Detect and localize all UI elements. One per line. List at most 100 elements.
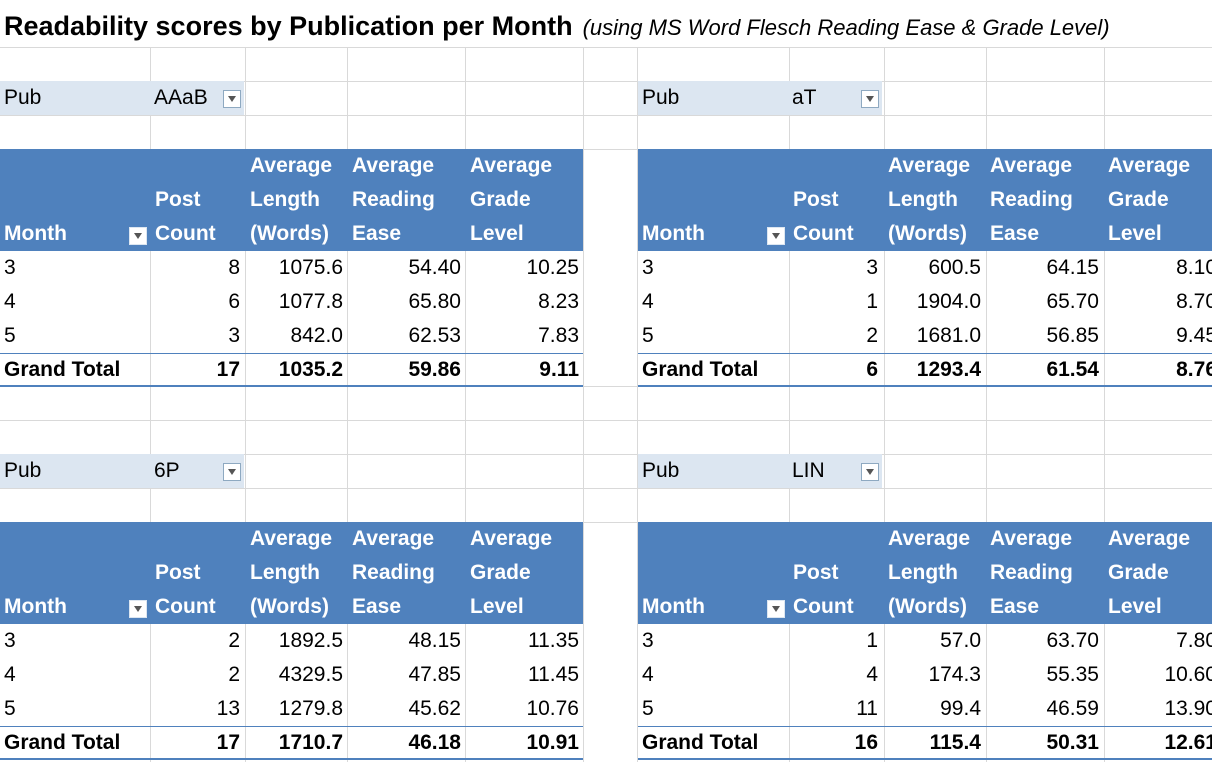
count-header-line1: Post <box>793 561 839 584</box>
pivot-header: Month Post Count Average Length (Words) … <box>638 522 1212 624</box>
grand-total-label: Grand Total <box>4 358 121 381</box>
month-cell: 3 <box>4 256 16 279</box>
avg-length-cell: 1075.6 <box>278 256 343 279</box>
table-row[interactable]: 5 13 1279.8 45.62 10.76 <box>0 692 583 726</box>
ease-header-line3: Ease <box>352 222 402 245</box>
table-row[interactable]: 5 11 99.4 46.59 13.90 <box>638 692 1212 726</box>
pivot-table[interactable]: Pub AAaB Month Post Count Average Length… <box>0 81 583 387</box>
ease-header-line1: Average <box>990 154 1073 177</box>
avg-reading-ease-cell: 48.15 <box>408 629 461 652</box>
filter-value[interactable]: 6P <box>154 459 180 482</box>
table-row[interactable]: 5 2 1681.0 56.85 9.45 <box>638 319 1212 353</box>
avg-reading-ease-cell: 45.62 <box>408 697 461 720</box>
table-row[interactable]: 4 2 4329.5 47.85 11.45 <box>0 658 583 692</box>
month-cell: 5 <box>4 697 16 720</box>
total-avg-reading-ease: 59.86 <box>408 358 461 381</box>
filter-value[interactable]: AAaB <box>154 86 208 109</box>
pivot-table[interactable]: Pub 6P Month Post Count Average Length (… <box>0 454 583 760</box>
avg-length-cell: 4329.5 <box>278 663 343 686</box>
report-filter[interactable]: Pub aT <box>638 81 882 115</box>
length-header-line1: Average <box>250 527 333 550</box>
month-filter-dropdown-icon[interactable] <box>129 600 147 618</box>
filter-dropdown-icon[interactable] <box>223 463 241 481</box>
grand-total-row[interactable]: Grand Total 6 1293.4 61.54 8.76 <box>638 353 1212 387</box>
month-filter-dropdown-icon[interactable] <box>767 227 785 245</box>
ease-header-line2: Reading <box>352 188 435 211</box>
month-cell: 4 <box>4 663 16 686</box>
length-header-line2: Length <box>888 561 958 584</box>
count-header-line2: Count <box>793 222 854 245</box>
total-avg-grade-level: 8.76 <box>1176 358 1212 381</box>
ease-header-line1: Average <box>352 154 435 177</box>
grade-header-line3: Level <box>470 595 524 618</box>
report-filter[interactable]: Pub 6P <box>0 454 244 488</box>
total-post-count: 17 <box>216 731 240 754</box>
avg-reading-ease-cell: 55.35 <box>1046 663 1099 686</box>
table-row[interactable]: 3 8 1075.6 54.40 10.25 <box>0 251 583 285</box>
grade-header-line2: Grade <box>1108 561 1169 584</box>
ease-header-line2: Reading <box>990 561 1073 584</box>
filter-dropdown-icon[interactable] <box>861 463 879 481</box>
month-filter-dropdown-icon[interactable] <box>129 227 147 245</box>
month-filter-dropdown-icon[interactable] <box>767 600 785 618</box>
grand-total-row[interactable]: Grand Total 17 1035.2 59.86 9.11 <box>0 353 583 387</box>
ease-header-line2: Reading <box>352 561 435 584</box>
month-cell: 5 <box>4 324 16 347</box>
grand-total-row[interactable]: Grand Total 16 115.4 50.31 12.61 <box>638 726 1212 760</box>
filter-value[interactable]: aT <box>792 86 817 109</box>
filter-label: Pub <box>4 459 42 482</box>
filter-value[interactable]: LIN <box>792 459 825 482</box>
post-count-cell: 2 <box>228 663 240 686</box>
table-row[interactable]: 4 1 1904.0 65.70 8.70 <box>638 285 1212 319</box>
grand-total-row[interactable]: Grand Total 17 1710.7 46.18 10.91 <box>0 726 583 760</box>
length-header-line1: Average <box>888 527 971 550</box>
filter-dropdown-icon[interactable] <box>861 90 879 108</box>
avg-length-cell: 57.0 <box>940 629 981 652</box>
month-cell: 4 <box>4 290 16 313</box>
table-row[interactable]: 3 2 1892.5 48.15 11.35 <box>0 624 583 658</box>
avg-length-cell: 1077.8 <box>278 290 343 313</box>
length-header-line3: (Words) <box>250 222 329 245</box>
length-header-line3: (Words) <box>250 595 329 618</box>
table-row[interactable]: 5 3 842.0 62.53 7.83 <box>0 319 583 353</box>
pivot-table[interactable]: Pub LIN Month Post Count Average Length … <box>638 454 1212 760</box>
avg-grade-level-cell: 10.60 <box>1164 663 1212 686</box>
total-avg-length: 115.4 <box>929 731 981 754</box>
total-avg-grade-level: 12.61 <box>1164 731 1212 754</box>
grand-total-label: Grand Total <box>642 731 759 754</box>
month-cell: 3 <box>642 256 654 279</box>
grade-header-line1: Average <box>1108 154 1191 177</box>
report-filter[interactable]: Pub LIN <box>638 454 882 488</box>
filter-dropdown-icon[interactable] <box>223 90 241 108</box>
avg-length-cell: 600.5 <box>928 256 981 279</box>
post-count-cell: 3 <box>228 324 240 347</box>
avg-grade-level-cell: 11.35 <box>528 629 579 652</box>
post-count-cell: 1 <box>866 629 878 652</box>
avg-grade-level-cell: 9.45 <box>1176 324 1212 347</box>
ease-header-line2: Reading <box>990 188 1073 211</box>
avg-grade-level-cell: 10.25 <box>526 256 579 279</box>
count-header-line2: Count <box>155 595 216 618</box>
table-row[interactable]: 3 1 57.0 63.70 7.80 <box>638 624 1212 658</box>
total-avg-reading-ease: 61.54 <box>1046 358 1099 381</box>
month-header[interactable]: Month <box>4 222 67 245</box>
month-header[interactable]: Month <box>642 222 705 245</box>
pivot-table[interactable]: Pub aT Month Post Count Average Length (… <box>638 81 1212 387</box>
avg-length-cell: 1904.0 <box>916 290 981 313</box>
table-row[interactable]: 4 4 174.3 55.35 10.60 <box>638 658 1212 692</box>
count-header-line1: Post <box>155 561 201 584</box>
total-post-count: 6 <box>866 358 878 381</box>
table-row[interactable]: 3 3 600.5 64.15 8.10 <box>638 251 1212 285</box>
report-filter[interactable]: Pub AAaB <box>0 81 244 115</box>
post-count-cell: 11 <box>856 697 878 720</box>
grand-total-label: Grand Total <box>4 731 121 754</box>
grade-header-line3: Level <box>1108 595 1162 618</box>
month-header[interactable]: Month <box>4 595 67 618</box>
avg-grade-level-cell: 7.83 <box>538 324 579 347</box>
post-count-cell: 6 <box>228 290 240 313</box>
month-cell: 4 <box>642 290 654 313</box>
avg-reading-ease-cell: 47.85 <box>408 663 461 686</box>
month-header[interactable]: Month <box>642 595 705 618</box>
total-avg-grade-level: 10.91 <box>526 731 579 754</box>
table-row[interactable]: 4 6 1077.8 65.80 8.23 <box>0 285 583 319</box>
